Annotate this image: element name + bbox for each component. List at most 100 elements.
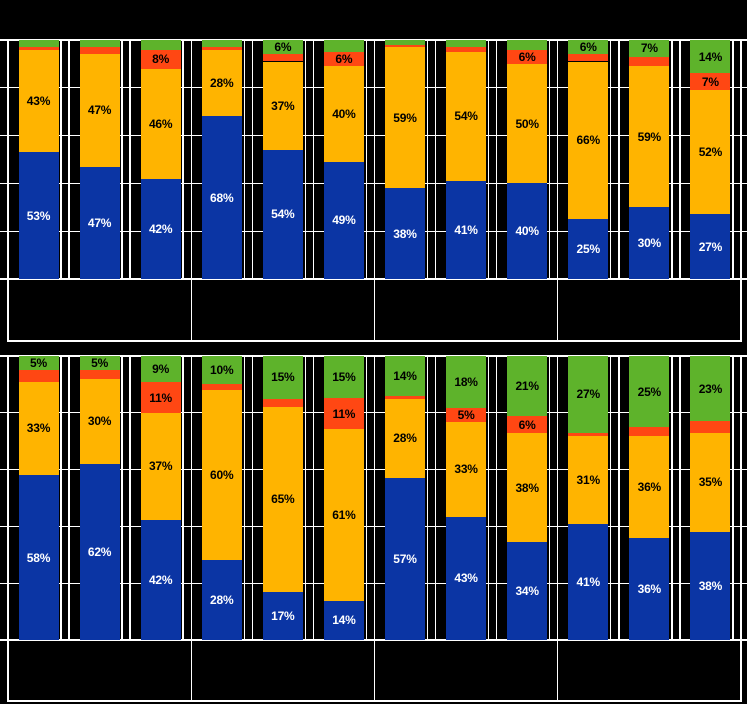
bar-segment-green: 5% [18, 356, 59, 371]
bar-segment-green [18, 40, 59, 48]
bar-segment-label: 40% [332, 107, 356, 122]
bar-segment-green [140, 40, 181, 50]
bar-segment-label: 15% [332, 370, 356, 385]
bar-segment-label: 14% [698, 49, 723, 64]
bar-segment-label: 21% [515, 379, 539, 394]
gridline [0, 355, 747, 357]
bar-segment-orange: 33% [446, 421, 487, 517]
bar-segment-red [385, 44, 425, 48]
bar-segment-blue: 17% [262, 591, 303, 640]
bar-segment-green: 9% [140, 356, 181, 382]
category-gridline [434, 356, 437, 640]
bar-segment-green [79, 40, 120, 48]
bar-segment-blue: 40% [507, 183, 548, 279]
bar-segment-label: 28% [393, 431, 417, 446]
group-separator [557, 640, 559, 701]
bar-segment-label: 38% [698, 579, 723, 594]
bar-segment-label: 59% [393, 110, 417, 125]
bar-side-line [365, 356, 368, 640]
bar-segment-label: 38% [515, 480, 539, 495]
bar-segment-red [446, 47, 487, 52]
bar-segment-red [629, 427, 670, 436]
category-gridline [251, 356, 254, 640]
category-gridline [495, 40, 498, 279]
bar-side-line [732, 356, 734, 640]
bar-segment-label: 11% [149, 390, 173, 405]
bar-segment-orange: 61% [323, 429, 364, 601]
bar-segment-label: 40% [515, 224, 539, 239]
bar-segment-label: 68% [210, 190, 234, 205]
bar-side-line [610, 40, 612, 279]
bar-segment-green: 14% [385, 356, 425, 396]
bar-side-line [243, 40, 245, 279]
category-gridline [740, 356, 742, 640]
bar-segment-red [568, 54, 609, 62]
bar-segment-orange: 37% [140, 413, 181, 520]
bar-segment-label: 50% [515, 116, 539, 131]
bar-segment-blue: 49% [323, 161, 364, 279]
bar-segment-orange: 50% [507, 63, 548, 184]
bar-segment-label: 54% [454, 109, 478, 124]
bar-segment-label: 10% [210, 363, 234, 378]
category-gridline [618, 356, 620, 640]
bar-segment-label: 33% [26, 421, 51, 436]
bar-segment-orange: 43% [18, 49, 59, 153]
bar-segment-orange: 46% [140, 68, 181, 179]
bar-side-line [182, 40, 184, 279]
bar-segment-label: 7% [640, 41, 658, 56]
category-gridline [312, 356, 315, 640]
bar-segment-orange: 66% [568, 61, 609, 220]
bar-segment-label: 5% [30, 356, 47, 371]
bar-side-line [548, 40, 551, 279]
bar-segment-label: 30% [87, 414, 112, 429]
bar-segment-label: 6% [274, 40, 292, 55]
bar-segment-label: 65% [271, 492, 295, 507]
bar-segment-blue: 30% [629, 207, 670, 279]
bar-segment-orange: 37% [262, 61, 303, 150]
bar-segment-green: 6% [262, 40, 303, 55]
bar-segment-red [262, 398, 303, 408]
bar-segment-label: 15% [271, 370, 295, 385]
bar-segment-label: 6% [335, 52, 353, 67]
gridline [0, 182, 747, 185]
bar-segment-red [79, 370, 120, 379]
bar-segment-blue: 54% [262, 149, 303, 279]
gridline [0, 639, 747, 641]
bar-side-line [487, 356, 490, 640]
category-gridline [68, 40, 70, 279]
group-separator [373, 640, 376, 701]
bar-segment-orange: 52% [690, 90, 731, 215]
bar-segment-blue: 27% [690, 214, 731, 279]
category-gridline [434, 40, 437, 279]
bar-segment-label: 28% [210, 76, 234, 90]
bar-segment-orange: 33% [18, 381, 59, 476]
bar-segment-orange: 60% [201, 390, 242, 561]
bar-segment-orange: 59% [385, 47, 425, 189]
category-gridline [129, 40, 131, 279]
bar-segment-label: 27% [698, 239, 723, 254]
bar-segment-red [201, 384, 242, 391]
bar-segment-label: 17% [271, 608, 295, 623]
category-gridline [618, 40, 620, 279]
bar-segment-red [18, 47, 59, 50]
bar-segment-label: 34% [515, 584, 539, 599]
group-separator [190, 279, 192, 341]
bar-segment-green [323, 40, 364, 52]
bar-segment-label: 35% [698, 475, 723, 490]
bar-segment-green: 14% [690, 40, 731, 74]
category-gridline [740, 40, 742, 279]
bar-segment-green: 23% [690, 356, 731, 422]
bar-segment-label: 5% [91, 356, 109, 371]
bar-segment-red [568, 432, 609, 436]
category-gridline [679, 40, 681, 279]
bar-side-line [121, 40, 123, 279]
bar-segment-blue: 36% [629, 537, 670, 640]
gridline [0, 412, 747, 414]
bar-segment-red: 5% [446, 407, 487, 422]
bar-segment-green [201, 40, 242, 48]
bar-segment-red: 7% [690, 73, 731, 91]
bar-side-line [121, 356, 123, 640]
bar-segment-orange: 40% [323, 66, 364, 162]
